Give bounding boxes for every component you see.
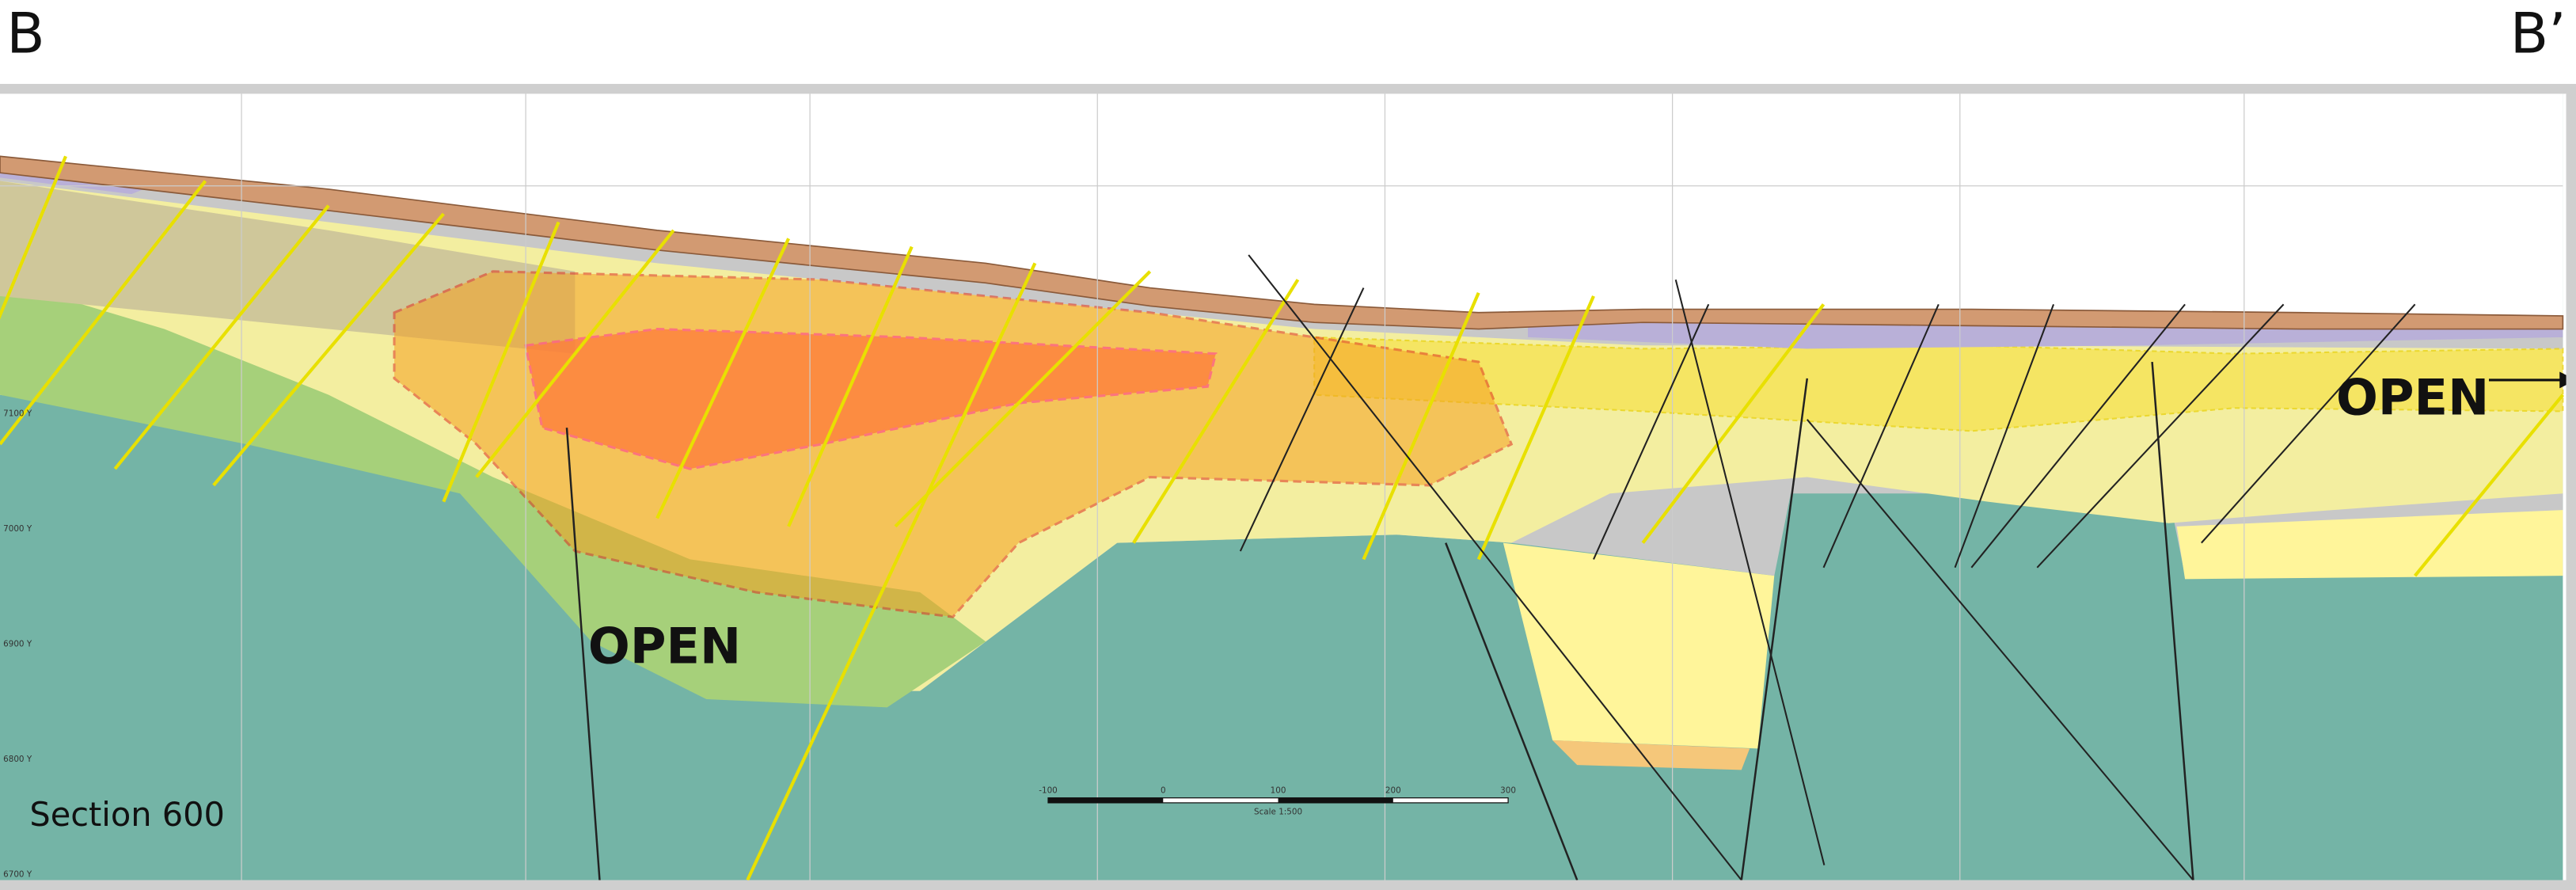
- section-end-left: B: [6, 0, 44, 66]
- orange-lens: [1552, 740, 1750, 770]
- overburden: [0, 155, 2564, 330]
- yellow-band: [1313, 336, 2564, 432]
- scale-bar-segment: [1278, 797, 1393, 803]
- fault: [1445, 542, 1579, 880]
- frame: [0, 83, 2576, 890]
- drill-hole: [212, 212, 445, 487]
- drill-hole: [2036, 303, 2285, 569]
- yellow-wedge-right: [2176, 510, 2563, 580]
- drill-hole: [1476, 295, 1595, 561]
- drill-hole: [746, 262, 1037, 881]
- scale-tick-label: 0: [1161, 785, 1166, 795]
- scale-tick-label: 200: [1385, 785, 1401, 795]
- sky: [0, 93, 2563, 316]
- drill-hole: [0, 155, 67, 320]
- drill-hole: [1593, 303, 1710, 560]
- drill-hole: [442, 221, 560, 503]
- drill-hole: [1132, 279, 1300, 544]
- fault: [2151, 361, 2194, 880]
- drill-hole: [894, 270, 1152, 528]
- drill-hole: [2201, 303, 2416, 544]
- y-grid-label: 6900 Y: [3, 640, 32, 649]
- drill-hole: [1239, 287, 1365, 552]
- drill-hole: [1362, 291, 1480, 561]
- drill-hole: [475, 229, 675, 478]
- scale-tick-label: 300: [1500, 785, 1516, 795]
- drill-hole: [1954, 303, 2055, 569]
- scale-tick-label: 100: [1271, 785, 1286, 795]
- faults: [565, 361, 2194, 880]
- scale-bar: -100 0 100 200 300 Scale 1:500: [1039, 785, 1516, 816]
- scale-caption: Scale 1:500: [1254, 807, 1302, 816]
- green-unit: [0, 280, 986, 708]
- y-grid-label: 6700 Y: [3, 869, 32, 879]
- drill-hole: [1970, 303, 2186, 569]
- scale-bar-segment: [1048, 797, 1164, 803]
- plot-area: OPEN OPEN Section 600 7100 Y 7000 Y 6900…: [0, 93, 2576, 881]
- drill-hole: [0, 180, 207, 446]
- drill-hole: [1641, 303, 1826, 544]
- y-grid-label: 7000 Y: [3, 524, 32, 534]
- drill-hole: [1806, 419, 2194, 881]
- drill-hole: [1674, 279, 1826, 865]
- fault: [1740, 378, 1809, 880]
- fault: [565, 428, 601, 880]
- drill-hole: [655, 238, 791, 519]
- drill-hole: [787, 245, 914, 527]
- section-name: Section 600: [29, 795, 225, 834]
- scale-tick-label: -100: [1039, 785, 1058, 795]
- drill-hole: [2414, 394, 2565, 577]
- drill-holes: [0, 155, 2565, 881]
- open-annotation: OPEN: [588, 617, 741, 675]
- drill-hole: [1822, 303, 1940, 569]
- open-annotation: OPEN: [2336, 369, 2489, 427]
- drill-hole: [113, 204, 330, 470]
- y-grid-label: 7100 Y: [3, 409, 32, 419]
- y-grid-label: 6800 Y: [3, 755, 32, 764]
- yellow-wedge: [1503, 542, 1775, 749]
- section-end-right: B’: [2510, 0, 2567, 66]
- drill-hole: [1248, 254, 1742, 881]
